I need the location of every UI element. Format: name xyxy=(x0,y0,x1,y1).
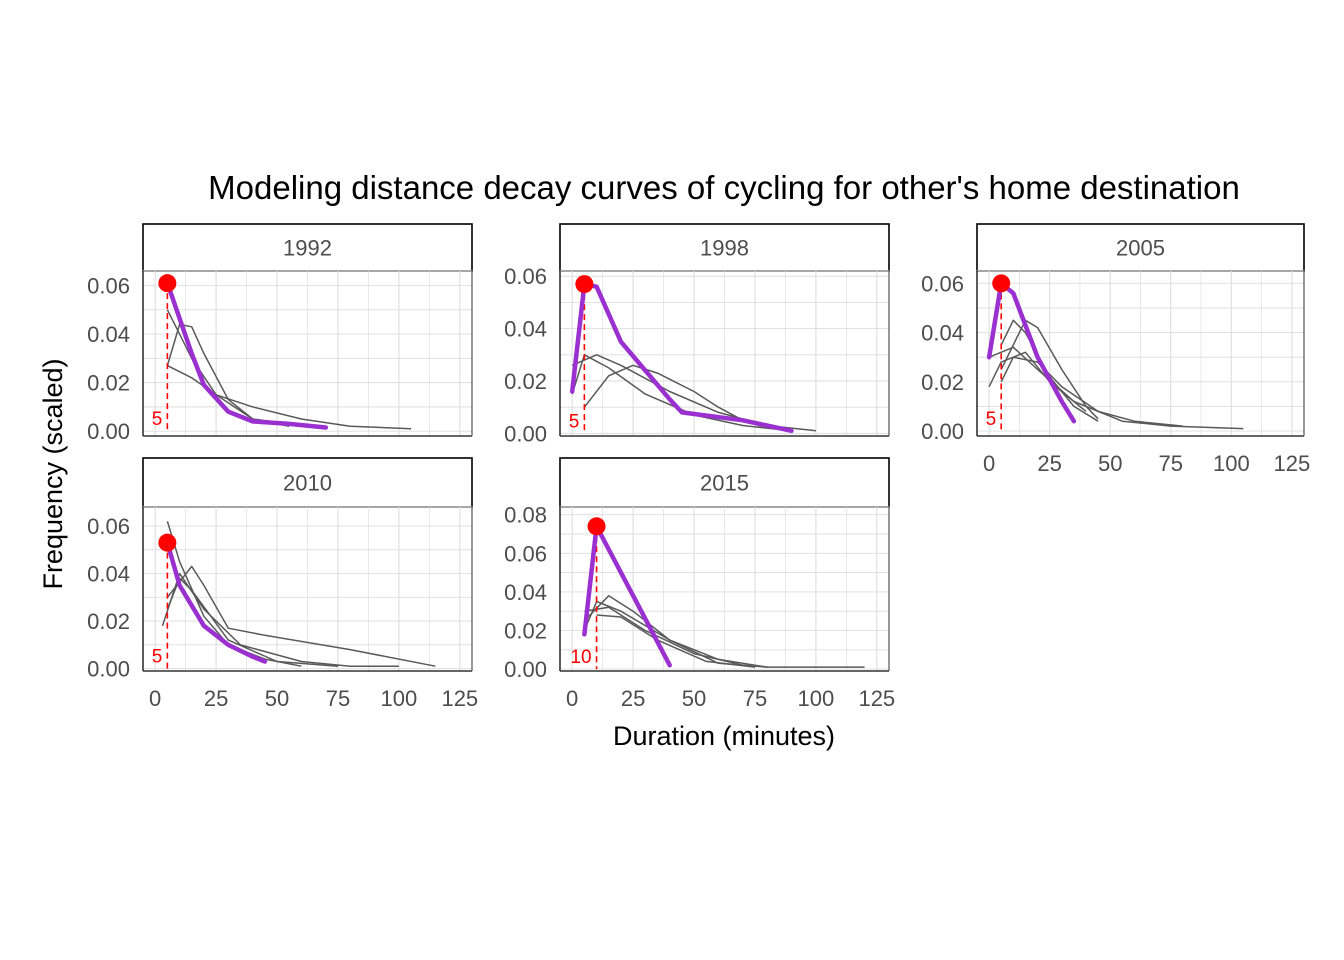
grid-lines xyxy=(560,271,889,436)
y-tick-label: 0.06 xyxy=(504,541,547,566)
facet-strip xyxy=(142,223,473,272)
facet-panel: 2005 0.00 0.02 0.04 0.06 0 25 50 75 100 125 5 xyxy=(921,223,1311,476)
x-tick-label: 100 xyxy=(798,686,835,711)
y-tick-label: 0.00 xyxy=(87,657,130,682)
peak-value-label: 5 xyxy=(152,409,163,430)
x-tick-label: 0 xyxy=(149,686,161,711)
y-tick-label: 0.06 xyxy=(504,264,547,289)
x-tick-label: 100 xyxy=(381,686,418,711)
x-tick-label: 125 xyxy=(1274,451,1311,476)
y-tick-label: 0.04 xyxy=(504,580,547,605)
grid-lines xyxy=(143,507,472,671)
peak-point xyxy=(158,533,177,552)
facet-strip-label: 1992 xyxy=(283,236,332,261)
observed-series-line xyxy=(584,606,743,666)
y-tick-label: 0.04 xyxy=(87,562,130,587)
y-tick-label: 0.00 xyxy=(87,419,130,444)
x-axis-title: Duration (minutes) xyxy=(613,721,835,751)
facet-strip-label: 2015 xyxy=(700,471,749,496)
chart-title: Modeling distance decay curves of cyclin… xyxy=(208,169,1240,206)
observed-series-line xyxy=(167,364,412,430)
observed-series-line xyxy=(583,595,768,668)
x-tick-label: 100 xyxy=(1213,451,1250,476)
x-tick-label: 25 xyxy=(1037,451,1061,476)
facet-strip-label: 2010 xyxy=(283,471,332,496)
peak-value-label: 10 xyxy=(570,647,591,668)
y-tick-label: 0.02 xyxy=(504,618,547,643)
facet-panel: 1992 0.00 0.02 0.04 0.06 5 xyxy=(87,223,473,444)
x-tick-label: 50 xyxy=(1098,451,1122,476)
peak-point xyxy=(992,274,1011,293)
facet-strip-label: 1998 xyxy=(700,236,749,261)
x-tick-label: 75 xyxy=(1159,451,1183,476)
observed-series-line xyxy=(1000,356,1183,427)
observed-series-line xyxy=(161,572,399,667)
panels-layer: 1992 0.00 0.02 0.04 0.06 5 1998 0.00 0.02 0.04 0.0… xyxy=(87,223,1311,711)
facet-strip-label: 2005 xyxy=(1116,236,1165,261)
facet-strip xyxy=(559,457,890,508)
observed-series-line xyxy=(596,614,756,668)
facet-panel: 1998 0.00 0.02 0.04 0.06 5 xyxy=(504,223,890,446)
x-tick-label: 75 xyxy=(326,686,350,711)
y-tick-label: 0.02 xyxy=(87,609,130,634)
peak-point xyxy=(158,274,177,293)
x-tick-label: 25 xyxy=(204,686,228,711)
y-tick-label: 0.02 xyxy=(504,369,547,394)
y-tick-label: 0.02 xyxy=(921,370,964,395)
grid-lines xyxy=(560,507,889,671)
y-tick-label: 0.02 xyxy=(87,371,130,396)
y-axis-title: Frequency (scaled) xyxy=(38,358,68,589)
x-tick-label: 75 xyxy=(743,686,767,711)
model-curve-line xyxy=(165,540,268,664)
y-tick-label: 0.00 xyxy=(504,657,547,682)
facet-panel: 2015 0.00 0.02 0.04 0.06 0.08 0 25 50 75 100 125 10 xyxy=(504,457,895,711)
x-tick-label: 125 xyxy=(441,686,478,711)
y-tick-label: 0.00 xyxy=(921,419,964,444)
observed-series-line xyxy=(988,351,1087,412)
y-tick-label: 0.08 xyxy=(504,503,547,528)
y-tick-label: 0.06 xyxy=(87,514,130,539)
observed-series-line xyxy=(166,521,302,667)
peak-value-label: 5 xyxy=(569,411,580,432)
facet-panel: 2010 0.00 0.02 0.04 0.06 0 25 50 75 100 125 5 xyxy=(87,457,478,711)
peak-point xyxy=(575,275,594,294)
observed-series-line xyxy=(571,354,792,432)
y-tick-label: 0.04 xyxy=(87,322,130,347)
x-tick-label: 0 xyxy=(566,686,578,711)
facet-strip xyxy=(976,223,1305,272)
y-tick-label: 0.04 xyxy=(921,321,964,346)
model-curve-line xyxy=(165,280,329,430)
observed-series-line xyxy=(166,577,339,667)
y-tick-label: 0.04 xyxy=(504,317,547,342)
facet-strip xyxy=(559,223,890,272)
peak-value-label: 5 xyxy=(152,647,163,668)
y-tick-label: 0.06 xyxy=(87,274,130,299)
x-tick-label: 0 xyxy=(983,451,995,476)
peak-value-label: 5 xyxy=(986,409,997,430)
y-tick-label: 0.00 xyxy=(504,421,547,446)
model-curve-line xyxy=(569,281,794,434)
x-tick-label: 125 xyxy=(858,686,895,711)
y-tick-label: 0.06 xyxy=(921,271,964,296)
grid-lines xyxy=(977,271,1304,436)
x-tick-label: 50 xyxy=(682,686,706,711)
facet-strip xyxy=(142,457,473,508)
x-tick-label: 25 xyxy=(621,686,645,711)
x-tick-label: 50 xyxy=(265,686,289,711)
peak-point xyxy=(587,517,606,536)
observed-series-line xyxy=(166,565,436,667)
